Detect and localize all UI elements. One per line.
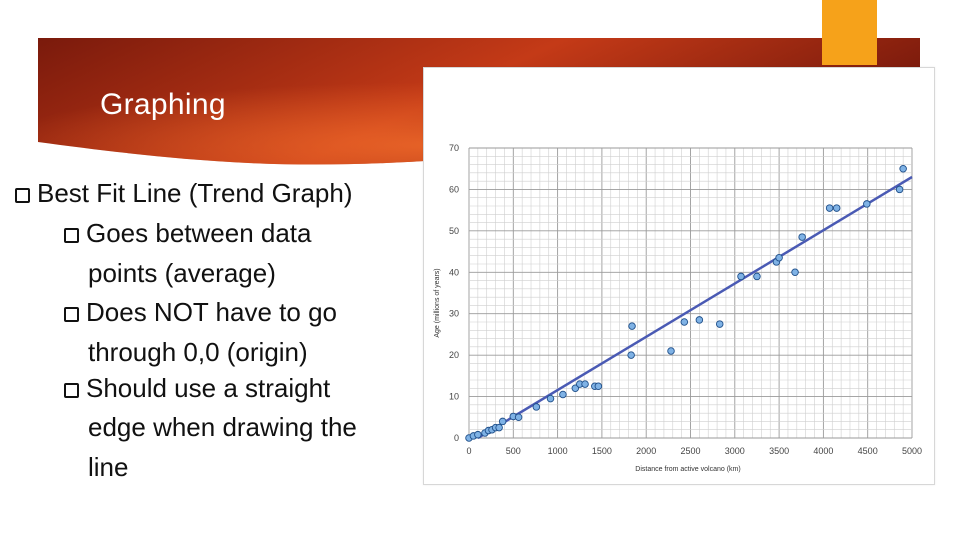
data-point — [798, 233, 806, 241]
scatter-chart-figure: 0 500 1000 1500 2000 2500 3000 3500 4000 4500 5000… — [423, 67, 935, 485]
x-tick-label: 4000 — [813, 446, 833, 456]
x-tick-label: 3000 — [725, 446, 745, 456]
x-tick-label: 0 — [466, 446, 471, 456]
data-point — [825, 204, 834, 212]
x-axis-label: Distance from active volcano (km) — [635, 466, 740, 473]
orange-accent-tab — [822, 0, 877, 65]
data-point — [863, 200, 871, 208]
data-point — [753, 272, 761, 281]
bullet-continuation: through 0,0 (origin) — [88, 337, 308, 367]
x-tick-label: 2000 — [636, 446, 656, 456]
y-tick-label: 0 — [454, 433, 459, 443]
data-point — [474, 430, 482, 439]
data-point — [594, 382, 603, 390]
y-tick-label: 30 — [449, 309, 459, 319]
data-point — [695, 316, 704, 324]
x-tick-label: 4500 — [858, 446, 878, 456]
y-tick-label: 20 — [449, 350, 459, 360]
bullet-text: Goes between data — [86, 218, 312, 248]
data-point — [546, 394, 555, 403]
y-axis-label: Age (millions of years) — [434, 268, 441, 337]
data-point — [680, 318, 689, 326]
data-point — [895, 185, 904, 194]
y-tick-label: 40 — [449, 267, 459, 277]
x-tick-label: 1000 — [548, 446, 568, 456]
data-point — [514, 413, 523, 422]
data-point — [715, 320, 724, 328]
checkbox-bullet-icon — [15, 188, 30, 203]
data-point — [627, 351, 635, 359]
x-tick-label: 5000 — [902, 446, 922, 456]
checkbox-bullet-icon — [64, 228, 79, 243]
checkbox-bullet-icon — [64, 307, 79, 322]
bullet-continuation: line — [88, 452, 129, 482]
data-point — [775, 254, 783, 262]
data-point — [581, 380, 589, 388]
data-point — [559, 390, 567, 399]
y-tick-label: 50 — [449, 226, 459, 236]
bullet-best-fit-line: Best Fit Line (Trend Graph) — [15, 173, 353, 213]
y-tick-label: 70 — [449, 143, 459, 153]
data-point — [495, 423, 503, 432]
data-point — [832, 204, 841, 212]
data-point — [737, 272, 745, 281]
scatter-chart: 0 500 1000 1500 2000 2500 3000 3500 4000 4500 5000… — [434, 143, 922, 473]
bullet-continuation: edge when drawing the — [88, 412, 357, 442]
x-tick-label: 1500 — [592, 446, 612, 456]
bullet-text: Does NOT have to go — [86, 297, 337, 327]
x-tick-label: 3500 — [769, 446, 789, 456]
bullet-text: Should use a straight — [86, 373, 331, 403]
data-point — [628, 322, 636, 330]
bullet-goes-between: Goes between data — [64, 213, 312, 253]
bullet-continuation: points (average) — [88, 258, 276, 288]
x-tick-label: 2500 — [680, 446, 700, 456]
bullet-text: Best Fit Line (Trend Graph) — [37, 178, 353, 208]
data-point — [498, 417, 507, 426]
x-tick-label: 500 — [506, 446, 521, 456]
checkbox-bullet-icon — [64, 383, 79, 398]
bullet-straight-edge: Should use a straight — [64, 368, 330, 408]
data-point — [532, 403, 541, 411]
slide-title: Graphing — [100, 88, 226, 121]
data-point — [791, 268, 799, 277]
data-point — [899, 164, 907, 173]
data-point — [667, 347, 675, 355]
trend-line — [477, 175, 913, 440]
bullet-not-origin: Does NOT have to go — [64, 292, 337, 332]
y-tick-label: 60 — [449, 184, 459, 194]
y-tick-label: 10 — [449, 392, 459, 402]
